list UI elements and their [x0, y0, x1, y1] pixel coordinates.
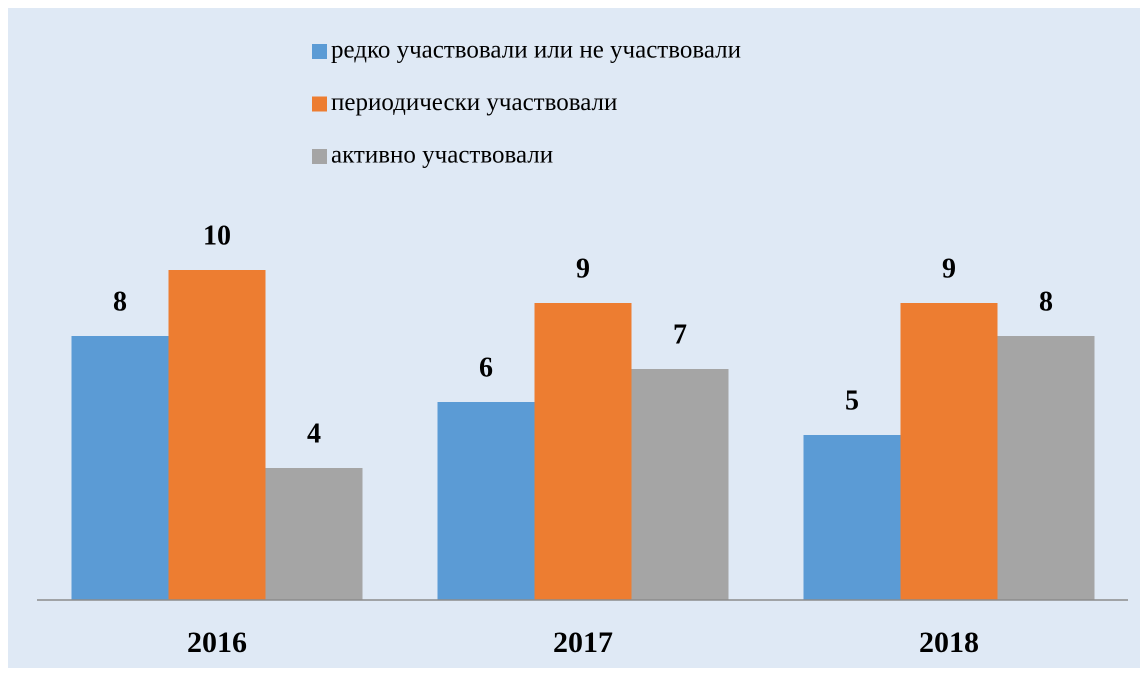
- legend-swatch: [312, 96, 327, 112]
- data-label: 5: [845, 385, 859, 416]
- bar: [900, 303, 998, 600]
- legend-label: редко участвовали или не участвовали: [331, 37, 741, 64]
- bar: [168, 270, 266, 600]
- data-label: 9: [576, 253, 590, 284]
- legend-swatch: [312, 149, 327, 164]
- x-tick-label: 2016: [187, 626, 247, 659]
- data-label: 8: [1039, 286, 1053, 317]
- data-label: 7: [673, 319, 687, 350]
- x-tick-label: 2018: [919, 626, 979, 659]
- data-label: 8: [113, 286, 127, 317]
- data-label: 6: [479, 352, 493, 383]
- bar: [437, 402, 535, 600]
- x-tick-label: 2017: [553, 626, 613, 659]
- bar: [265, 468, 363, 600]
- bar: [534, 303, 632, 600]
- data-label: 9: [942, 253, 956, 284]
- legend-label: периодически участвовали: [331, 89, 617, 116]
- bar: [803, 435, 901, 600]
- legend-swatch: [312, 44, 327, 59]
- legend-label: активно участвовали: [331, 142, 553, 169]
- bar: [997, 336, 1095, 600]
- data-label: 10: [203, 220, 231, 251]
- data-label: 4: [307, 418, 321, 449]
- bar: [631, 369, 729, 600]
- bar: [71, 336, 169, 600]
